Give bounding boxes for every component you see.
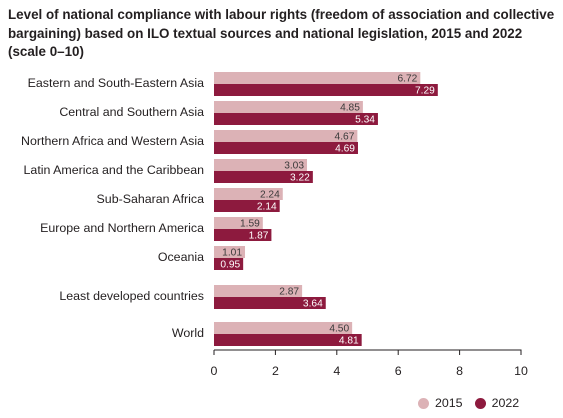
x-tick-label: 0 <box>211 364 218 378</box>
value-label-2022: 4.69 <box>335 144 355 155</box>
bar-2015 <box>214 101 363 113</box>
category-labels: Eastern and South-Eastern Asia Central an… <box>21 76 204 340</box>
category-label: Latin America and the Caribbean <box>24 163 205 177</box>
legend-label-2015: 2015 <box>435 396 463 410</box>
value-label-2022: 4.81 <box>339 336 359 347</box>
category-label: Europe and Northern America <box>40 221 204 235</box>
bar-2022 <box>214 297 326 309</box>
bar-2015 <box>214 285 303 297</box>
x-tick-label: 4 <box>333 364 340 378</box>
bar-2015 <box>214 188 283 200</box>
value-label-2022: 0.95 <box>220 260 240 271</box>
x-tick-label: 10 <box>514 364 528 378</box>
x-tick-label: 6 <box>395 364 402 378</box>
value-label-2015: 1.01 <box>222 248 242 259</box>
category-label: Oceania <box>158 250 204 264</box>
value-label-2022: 3.64 <box>303 299 323 310</box>
legend-item-2015: 2015 <box>418 396 463 410</box>
x-tick-label: 2 <box>272 364 279 378</box>
value-label-2022: 2.14 <box>257 202 277 213</box>
legend-swatch-2022 <box>474 397 486 409</box>
bar-2015 <box>214 72 421 84</box>
bar-2015 <box>214 217 263 229</box>
chart-title: Level of national compliance with labour… <box>8 7 555 59</box>
bar-2022 <box>214 171 313 183</box>
value-label-2015: 2.87 <box>279 287 299 298</box>
bar-2022 <box>214 334 362 346</box>
bar-2015 <box>214 159 308 171</box>
bar-2022 <box>214 113 378 125</box>
category-label: Sub-Saharan Africa <box>97 192 205 206</box>
value-label-2015: 1.59 <box>240 219 260 230</box>
value-label-2015: 6.72 <box>397 74 417 85</box>
value-label-2022: 7.29 <box>415 86 435 97</box>
value-label-2015: 4.85 <box>340 103 360 114</box>
value-label-2022: 1.87 <box>249 231 269 242</box>
value-label-2015: 3.03 <box>284 161 304 172</box>
legend-label-2022: 2022 <box>491 396 520 410</box>
bar-2022 <box>214 200 280 212</box>
legend-swatch-2015 <box>418 397 429 409</box>
x-tick-label: 8 <box>456 364 463 378</box>
value-label-2022: 3.22 <box>290 173 310 184</box>
value-label-2015: 4.50 <box>329 324 349 335</box>
bar-2022 <box>214 84 438 96</box>
bar-2015 <box>214 130 358 142</box>
category-label: Northern Africa and Western Asia <box>21 134 204 148</box>
value-label-2015: 4.67 <box>335 132 355 143</box>
value-label-2022: 5.34 <box>355 115 375 126</box>
legend: 2015 2022 <box>418 396 531 410</box>
legend-item-2022: 2022 <box>474 396 520 410</box>
value-labels: 6.727.29 4.855.344.674.69 3.033.22 2.242.14… <box>220 74 435 347</box>
bar-2022 <box>214 258 244 270</box>
bar-2015 <box>214 322 353 334</box>
bars <box>214 72 438 346</box>
bar-2022 <box>214 142 358 154</box>
x-axis: 0 2 4 6 8 10 <box>211 349 528 378</box>
bar-2015 <box>214 246 246 258</box>
value-label-2015: 2.24 <box>260 190 280 201</box>
category-label: Least developed countries <box>59 289 204 303</box>
category-label: World <box>172 326 204 340</box>
category-label: Central and Southern Asia <box>59 105 204 119</box>
bar-2022 <box>214 229 272 241</box>
category-label: Eastern and South-Eastern Asia <box>28 76 204 90</box>
